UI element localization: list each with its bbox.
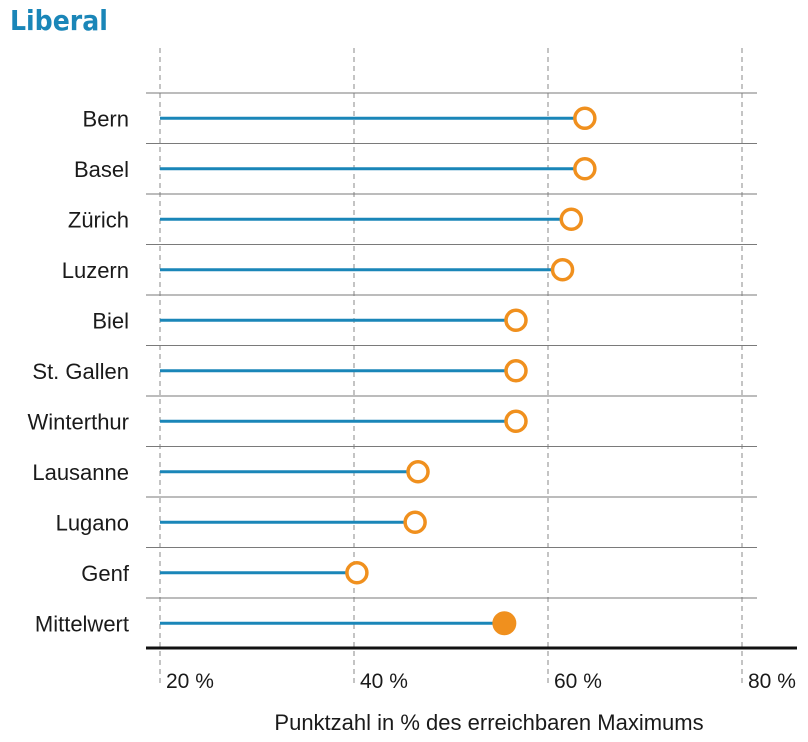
value-marker [504,409,528,433]
value-marker [550,258,575,282]
category-label: Zürich [68,207,129,232]
category-label: Basel [74,157,129,182]
data-marks: Bern Basel Zürich Luzern Biel St. Gallen Winte… [28,106,597,636]
value-marker [573,157,597,181]
mean-marker [492,611,517,636]
category-label: Lugano [56,510,129,535]
value-marker [406,460,430,484]
chart-title: Liberal [10,4,108,37]
category-label: Bern [83,106,129,131]
value-marker [403,510,427,534]
x-tick-label: 80 % [748,670,796,693]
x-tick-label: 20 % [166,670,214,693]
category-label: Winterthur [28,409,129,434]
category-label: Biel [92,308,129,333]
x-tick-label: 60 % [554,670,602,693]
x-tick-label: 40 % [360,670,408,693]
category-label: Genf [81,561,130,586]
value-marker [559,207,584,231]
x-axis-label: Punktzahl in % des erreichbaren Maximums [274,710,703,735]
category-label: St. Gallen [32,359,129,384]
value-marker [504,308,528,332]
row-separators [146,92,757,599]
category-label: Mittelwert [35,611,129,636]
value-marker [573,106,597,130]
x-tick-labels: 20 % 40 % 60 % 80 % [166,670,796,693]
value-marker [345,561,369,585]
value-marker [504,359,528,383]
category-label: Lausanne [32,460,129,485]
category-label: Luzern [62,258,129,283]
